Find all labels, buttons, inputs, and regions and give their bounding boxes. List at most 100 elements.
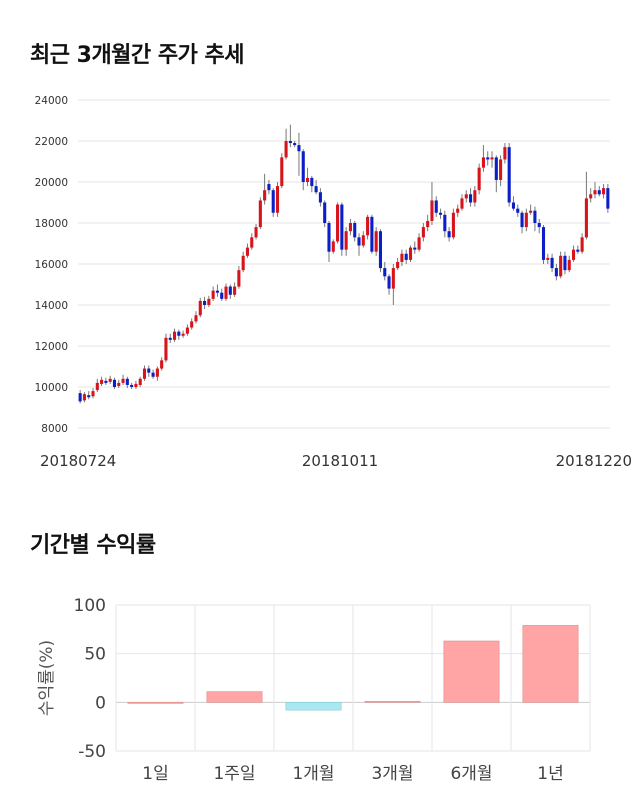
candle-down bbox=[301, 151, 305, 182]
candle-down bbox=[151, 372, 155, 377]
candle-down bbox=[511, 202, 516, 209]
candle-up bbox=[584, 198, 588, 238]
candle-down bbox=[228, 286, 232, 295]
candle-down bbox=[507, 147, 511, 203]
candle-up bbox=[275, 186, 280, 213]
candle-up bbox=[477, 167, 481, 191]
candle-up bbox=[391, 268, 395, 289]
candle-up bbox=[117, 382, 121, 386]
candle-up bbox=[258, 200, 262, 228]
candle-up bbox=[160, 360, 164, 369]
candle-up bbox=[245, 247, 250, 256]
bar-y-tick-label: 50 bbox=[84, 645, 106, 665]
candle-up bbox=[138, 378, 142, 385]
candle-up bbox=[559, 255, 563, 277]
candle-up bbox=[198, 300, 202, 316]
candle-up bbox=[417, 237, 421, 250]
candle-chart: 8000 10000 12000 14000 16000 18000 20000 22000 2… bbox=[35, 95, 632, 470]
bar bbox=[127, 702, 184, 704]
candle-x-tick-label: 20180724 bbox=[40, 452, 116, 470]
candle-down bbox=[87, 395, 91, 398]
candle-down bbox=[597, 190, 601, 195]
candle-down bbox=[520, 212, 524, 228]
bar-x-tick-label: 3개월 bbox=[371, 764, 413, 784]
candle-up bbox=[121, 378, 125, 383]
candle-down bbox=[413, 247, 417, 250]
candle-up bbox=[284, 141, 288, 158]
candle-x-tick-label: 20181011 bbox=[302, 452, 378, 470]
candle-up bbox=[336, 204, 340, 242]
candle-down bbox=[310, 177, 314, 187]
candle-up bbox=[207, 298, 211, 305]
candle-down bbox=[168, 337, 172, 340]
candle-down bbox=[318, 192, 322, 203]
candle-down bbox=[434, 200, 438, 213]
candle-up bbox=[460, 198, 464, 209]
bar-y-tick-label: -50 bbox=[78, 742, 106, 762]
bar bbox=[285, 702, 342, 711]
candle-down bbox=[494, 157, 498, 180]
candle-up bbox=[374, 231, 378, 252]
candle-up bbox=[331, 241, 335, 252]
candle-down bbox=[606, 188, 610, 209]
candle-up bbox=[426, 220, 430, 228]
candle-up bbox=[481, 157, 485, 168]
candle-up bbox=[361, 235, 365, 246]
candle-up bbox=[100, 379, 104, 384]
candle-up bbox=[211, 290, 215, 299]
candle-y-tick-label: 20000 bbox=[35, 177, 68, 189]
candle-up bbox=[134, 383, 138, 387]
candle-up bbox=[237, 270, 241, 287]
candle-down bbox=[323, 202, 327, 223]
candle-down bbox=[370, 216, 374, 252]
candle-up bbox=[233, 286, 237, 295]
candle-down bbox=[203, 300, 207, 305]
candle-up bbox=[155, 368, 159, 377]
candle-down bbox=[404, 253, 408, 260]
candle-down bbox=[533, 210, 537, 223]
candle-up bbox=[185, 327, 189, 334]
bar-x-tick-label: 1일 bbox=[142, 764, 168, 784]
candle-down bbox=[177, 331, 181, 336]
candle-down bbox=[387, 276, 391, 289]
candle-up bbox=[224, 286, 228, 299]
bar-x-tick-label: 1주일 bbox=[213, 764, 255, 784]
candle-down bbox=[469, 194, 473, 203]
candle-up bbox=[456, 208, 460, 213]
candle-up bbox=[142, 368, 147, 379]
candle-up bbox=[451, 212, 455, 238]
candle-down bbox=[220, 292, 224, 299]
candle-down bbox=[288, 141, 292, 144]
candle-up bbox=[344, 231, 348, 250]
candle-up bbox=[181, 333, 185, 336]
candle-down bbox=[383, 268, 387, 277]
candle-up bbox=[241, 255, 245, 271]
candle-up bbox=[567, 259, 571, 271]
candle-up bbox=[108, 378, 112, 382]
candle-y-tick-label: 10000 bbox=[35, 382, 68, 394]
candle-up bbox=[529, 210, 533, 213]
candle-down bbox=[314, 186, 318, 193]
candle-up bbox=[421, 227, 425, 238]
candle-y-tick-label: 18000 bbox=[35, 218, 68, 230]
candle-up bbox=[546, 257, 550, 260]
candle-up bbox=[366, 216, 370, 236]
candle-up bbox=[571, 249, 576, 260]
candle-down bbox=[537, 223, 541, 228]
candle-down bbox=[130, 384, 134, 387]
candle-up bbox=[593, 190, 597, 195]
candle-down bbox=[104, 380, 108, 383]
candle-down bbox=[550, 257, 554, 269]
candle-chart-title: 최근 3개월간 주가 추세 bbox=[30, 43, 244, 68]
candle-down bbox=[112, 379, 117, 387]
candle-up bbox=[95, 382, 99, 391]
bar bbox=[522, 625, 579, 703]
candle-down bbox=[443, 214, 447, 232]
candle-down bbox=[554, 268, 558, 277]
candle-up bbox=[499, 159, 503, 180]
candle-down bbox=[215, 290, 219, 293]
candle-down bbox=[267, 184, 271, 191]
candle-up bbox=[194, 315, 198, 322]
candle-down bbox=[357, 237, 361, 246]
candle-up bbox=[91, 391, 95, 397]
